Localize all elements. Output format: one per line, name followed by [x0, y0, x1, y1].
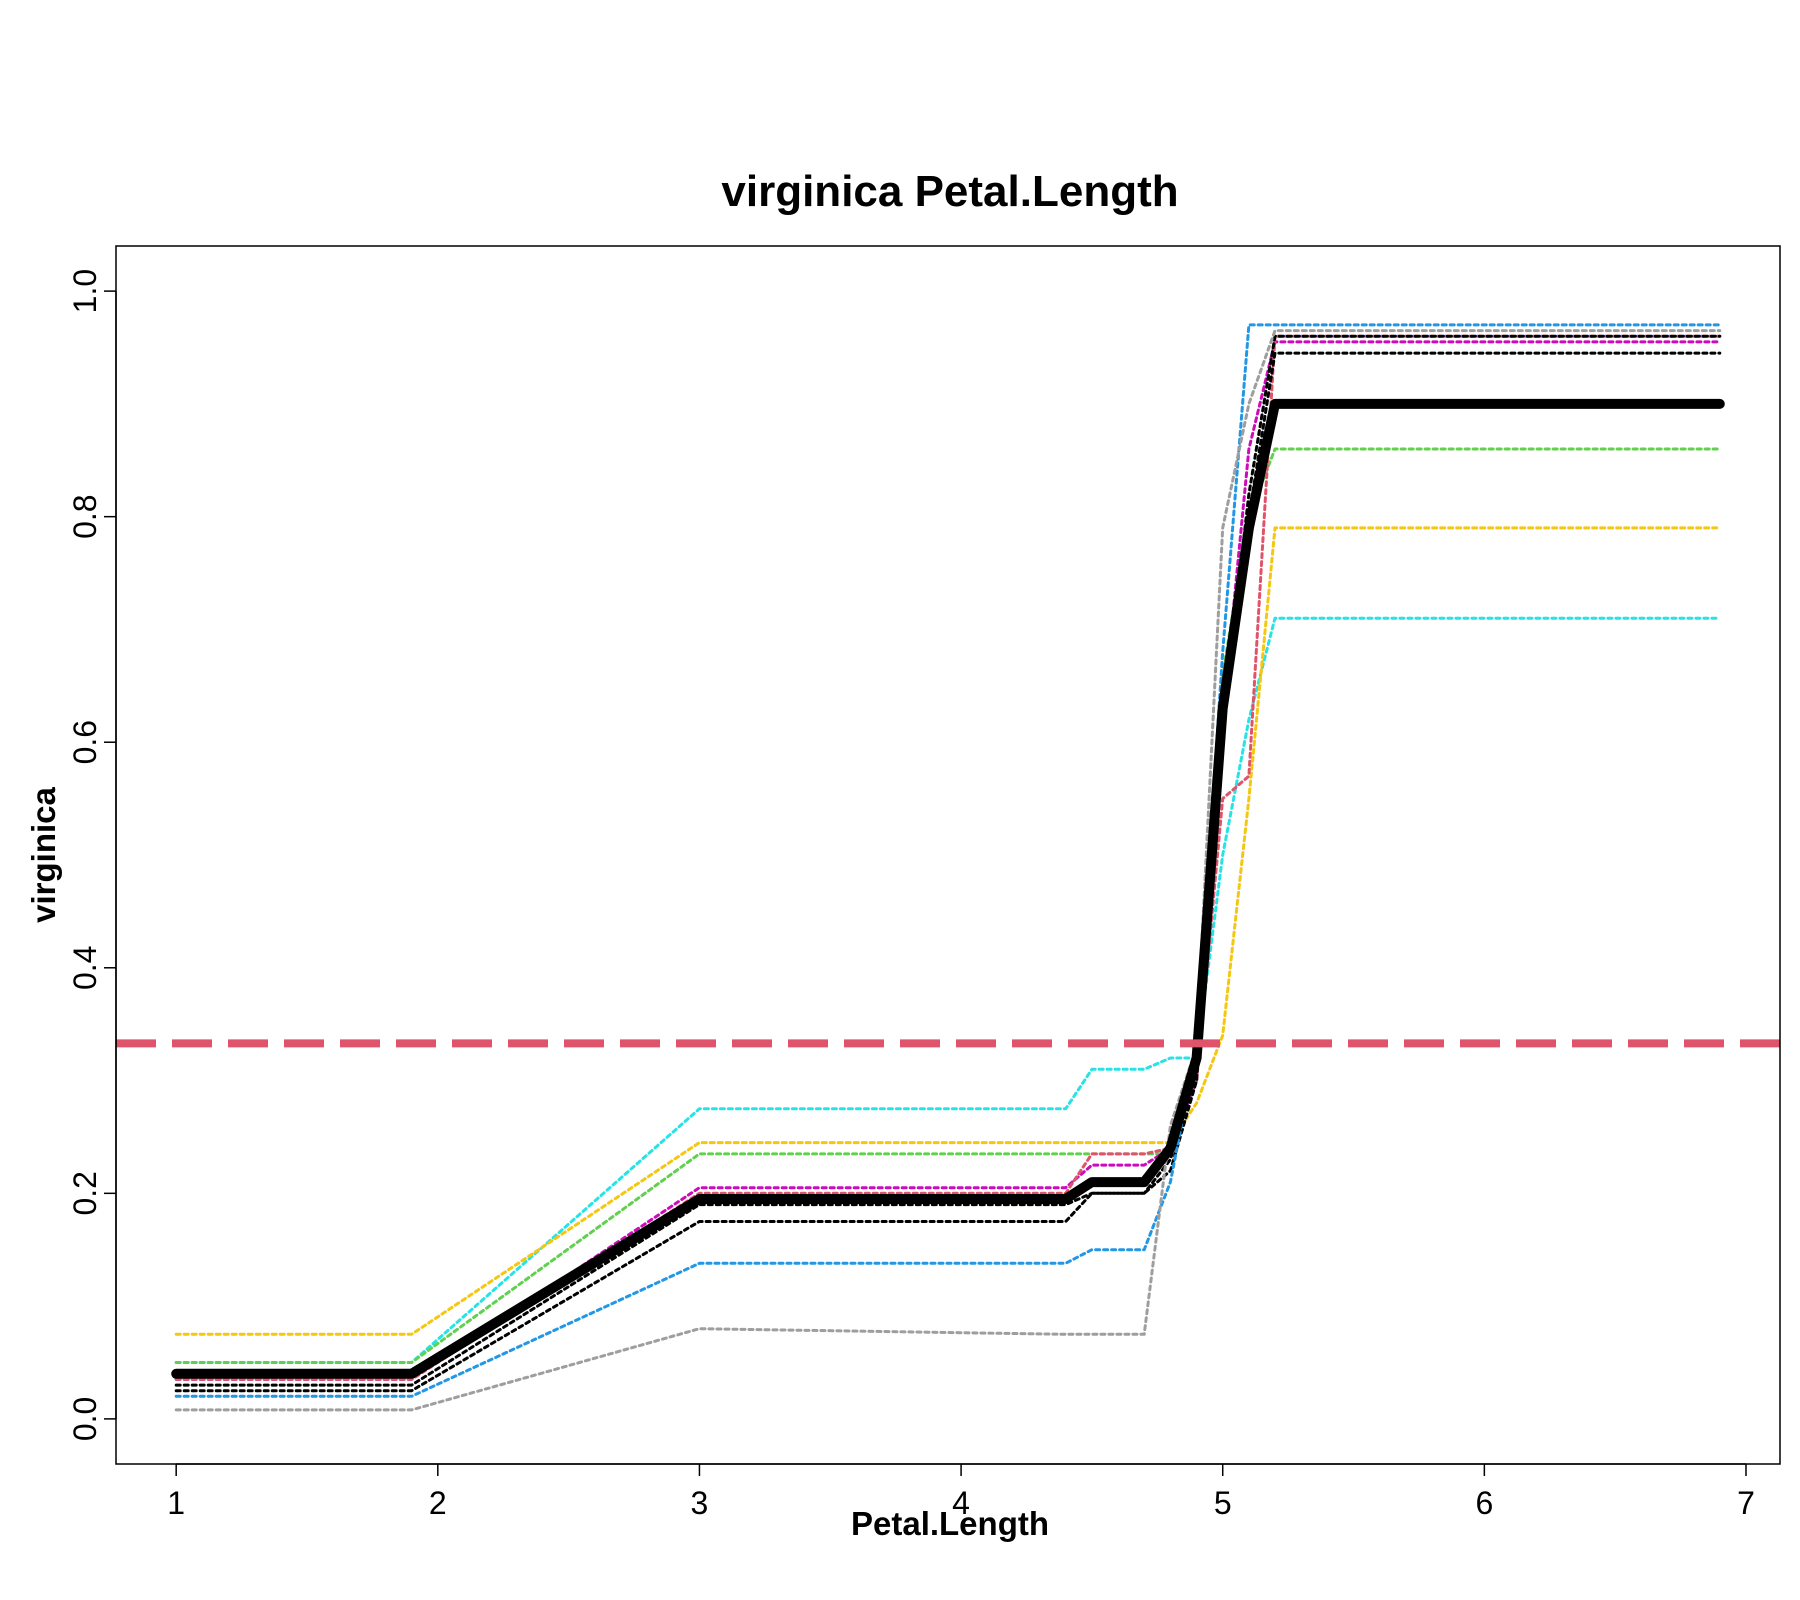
series-line-8	[174, 323, 1722, 1398]
series-line-3	[174, 447, 1722, 1364]
mean-layer	[171, 398, 1725, 1379]
series-layer	[174, 323, 1722, 1412]
series-line-9	[174, 329, 1722, 1412]
series-line-mean	[171, 398, 1725, 1379]
x-tick-label: 1	[167, 1485, 185, 1521]
series-line-6	[174, 334, 1722, 1387]
x-tick-label: 4	[952, 1485, 970, 1521]
x-axis: 1 2 3 4 5 6 7	[167, 1463, 1755, 1521]
y-axis: 0.0 0.2 0.4 0.6 0.8 1.0	[67, 269, 117, 1441]
x-tick-label: 6	[1475, 1485, 1493, 1521]
x-tick-label: 5	[1214, 1485, 1232, 1521]
x-axis-label: Petal.Length	[851, 1505, 1049, 1542]
y-tick-label: 0.4	[67, 946, 103, 990]
y-tick-label: 0.8	[67, 494, 103, 538]
y-tick-label: 0.0	[67, 1397, 103, 1441]
plot-frame	[115, 245, 1781, 1465]
x-tick-label: 2	[429, 1485, 447, 1521]
chart-title: virginica Petal.Length	[721, 167, 1178, 216]
y-tick-label: 0.2	[67, 1171, 103, 1215]
y-tick-label: 0.6	[67, 720, 103, 764]
series-line-1	[174, 616, 1722, 1364]
series-line-4	[174, 340, 1722, 1381]
series-line-2	[174, 526, 1722, 1336]
series-line-7	[174, 351, 1722, 1393]
x-tick-label: 3	[691, 1485, 709, 1521]
y-axis-label: virginica	[25, 786, 62, 922]
x-tick-label: 7	[1737, 1485, 1755, 1521]
y-tick-label: 1.0	[67, 269, 103, 313]
